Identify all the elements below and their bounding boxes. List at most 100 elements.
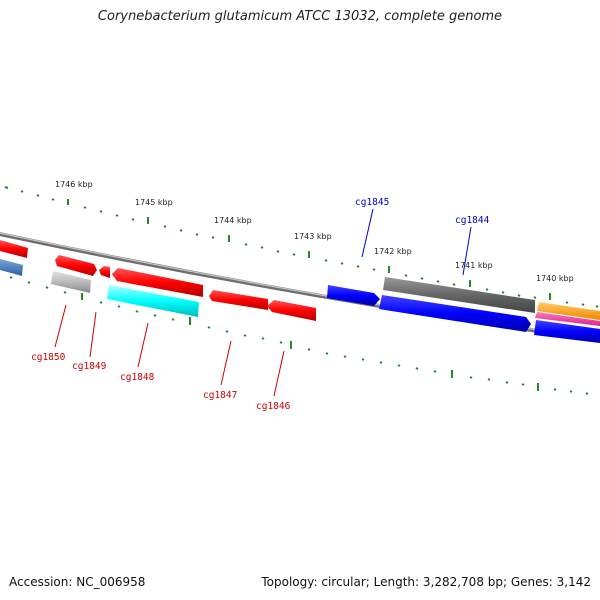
- ruler-label-1746: 1746 kbp: [55, 180, 93, 189]
- genome-summary-text: Topology: circular; Length: 3,282,708 bp…: [261, 575, 591, 589]
- ruler-tick: [553, 388, 557, 391]
- ruler-tick: [436, 280, 440, 283]
- gene-feature: [0, 259, 23, 276]
- ruler-tick: [244, 243, 248, 246]
- ruler-tick: [379, 361, 383, 364]
- ruler-labels: 1746 kbp 1745 kbp 1744 kbp 1743 kbp 1742…: [55, 180, 574, 283]
- leader-line-cg1848: [137, 322, 149, 368]
- ruler-tick: [83, 206, 87, 209]
- leader-line-cg1850: [54, 304, 67, 348]
- gene-label-cg1846: cg1846: [256, 401, 291, 412]
- ruler-tick: [292, 253, 296, 256]
- ruler-tick: [372, 268, 376, 271]
- gene-feature: [383, 277, 535, 313]
- ruler-tick: [487, 378, 491, 381]
- ruler-tick: [36, 194, 40, 197]
- outer-tick-ruler: [4, 186, 599, 308]
- gene-feature: [55, 255, 97, 276]
- ruler-tick: [179, 229, 183, 232]
- gene-label-cg1844: cg1844: [455, 215, 490, 226]
- gene-label-cg1849: cg1849: [72, 361, 107, 372]
- gene-label-cg1847: cg1847: [203, 390, 237, 401]
- gene-feature: [99, 266, 110, 278]
- gene-label-cg1850: cg1850: [31, 352, 66, 363]
- leader-line-cg1847: [220, 340, 232, 386]
- leader-line-cg1846: [273, 350, 285, 397]
- ruler-label-1744: 1744 kbp: [214, 216, 252, 225]
- ruler-tick: [20, 190, 24, 193]
- gene-feature: [379, 295, 531, 332]
- accession-text: Accession: NC_006958: [9, 575, 146, 589]
- gene-feature: [537, 302, 600, 320]
- ruler-label-1743: 1743 kbp: [294, 232, 332, 241]
- ruler-tick: [63, 291, 67, 294]
- ruler-tick: [361, 358, 365, 361]
- ruler-tick: [581, 303, 585, 306]
- gene-feature: [209, 290, 268, 310]
- ruler-tick: [115, 214, 119, 217]
- ruler-tick: [485, 288, 489, 291]
- ruler-tick: [261, 337, 265, 340]
- ruler-tick: [565, 301, 569, 304]
- ruler-tick: [207, 326, 211, 329]
- ruler-tick: [195, 233, 199, 236]
- ruler-tick: [225, 330, 229, 333]
- ruler-tick: [501, 291, 505, 294]
- ruler-tick: [505, 381, 509, 384]
- gene-feature: [0, 240, 28, 258]
- ruler-tick: [325, 352, 329, 355]
- ruler-tick: [9, 276, 13, 279]
- ruler-tick: [260, 246, 264, 249]
- ruler-tick: [517, 294, 521, 297]
- ruler-tick: [153, 314, 157, 317]
- ruler-tick: [4, 186, 9, 189]
- ruler-tick: [51, 198, 55, 201]
- ruler-tick: [533, 296, 537, 299]
- gene-feature: [51, 271, 91, 293]
- gene-label-cg1848: cg1848: [120, 372, 155, 383]
- ruler-tick: [211, 236, 215, 239]
- gene-feature: [327, 285, 380, 306]
- ruler-tick: [340, 262, 344, 265]
- leader-line-cg1849: [89, 311, 97, 358]
- ruler-tick: [469, 376, 473, 379]
- label-leader-lines: [54, 208, 472, 397]
- ruler-tick: [433, 370, 437, 373]
- gene-label-cg1845: cg1845: [355, 197, 389, 208]
- ruler-tick: [276, 250, 280, 253]
- gene-feature: [107, 285, 199, 317]
- ruler-tick: [99, 210, 103, 213]
- ruler-tick: [356, 265, 360, 268]
- gene-feature: [267, 300, 316, 321]
- ruler-tick: [585, 392, 589, 395]
- ruler-label-1741: 1741 kbp: [455, 261, 493, 270]
- ruler-tick: [521, 383, 525, 386]
- ruler-tick: [131, 218, 135, 221]
- ruler-tick: [243, 334, 247, 337]
- gene-labels: cg1850 cg1849 cg1848 cg1847 cg1846 cg184…: [31, 197, 490, 412]
- leader-line-cg1845: [361, 208, 374, 258]
- ruler-tick: [397, 364, 401, 367]
- ruler-label-1745: 1745 kbp: [135, 198, 173, 207]
- gene-feature: [534, 320, 600, 343]
- ruler-tick: [279, 341, 283, 344]
- ruler-tick: [307, 348, 311, 351]
- forward-strand-genes: [0, 240, 600, 321]
- ruler-tick: [415, 367, 419, 370]
- inner-tick-ruler: [9, 276, 589, 395]
- ruler-tick: [99, 301, 103, 304]
- leader-line-cg1844: [462, 226, 472, 276]
- ruler-tick: [452, 283, 456, 286]
- ruler-tick: [171, 318, 175, 321]
- ruler-tick: [420, 277, 424, 280]
- ruler-tick: [117, 305, 121, 308]
- ruler-tick: [404, 274, 408, 277]
- ruler-tick: [45, 286, 49, 289]
- ruler-tick: [135, 310, 139, 313]
- ruler-tick: [27, 281, 31, 284]
- gene-feature: [535, 312, 600, 326]
- ruler-tick: [324, 259, 328, 262]
- reverse-strand-genes: [0, 259, 600, 343]
